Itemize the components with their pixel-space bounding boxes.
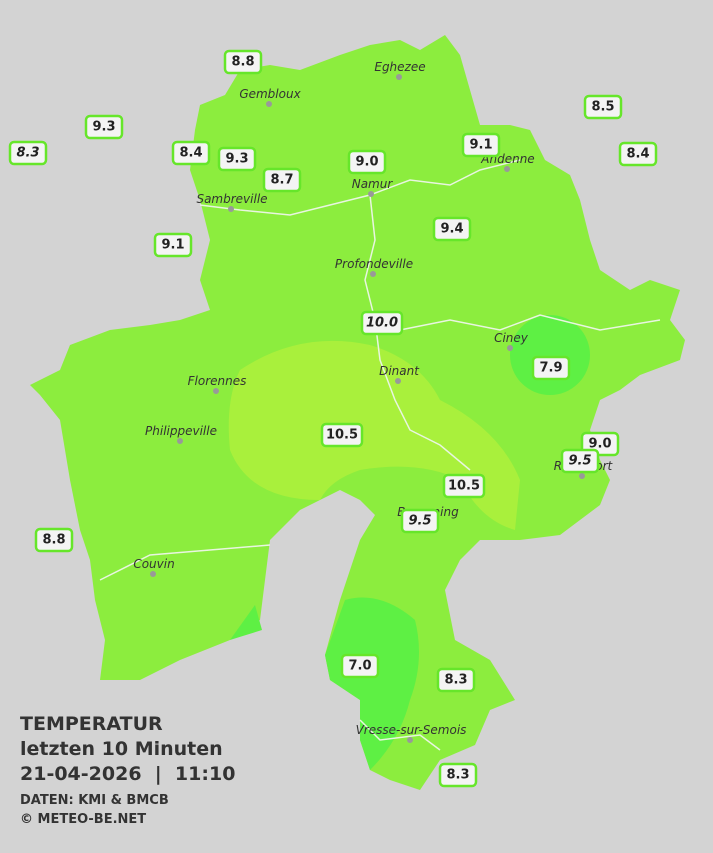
station-box: [84, 114, 124, 140]
station-box: [340, 653, 380, 679]
city-dot: [396, 74, 402, 80]
city-dot: [228, 206, 234, 212]
city-name: Namur: [352, 177, 394, 191]
city-dot: [507, 345, 513, 351]
station-box: [223, 49, 263, 75]
cool-zone: [230, 605, 262, 640]
station-value: 8.3: [444, 673, 467, 688]
station-box: [360, 310, 404, 336]
station-box: [461, 132, 501, 158]
station-box: [618, 141, 658, 167]
river: [359, 719, 441, 751]
station-box: [436, 667, 476, 693]
station-box: [217, 146, 257, 172]
city-dot: [213, 388, 219, 394]
city-name: Eghezee: [374, 60, 425, 74]
station-box: [442, 473, 486, 499]
station-value: 8.8: [42, 533, 65, 548]
station-value: 9.3: [225, 152, 248, 167]
station-value: 8.5: [591, 100, 614, 115]
city-name: Profondeville: [335, 257, 413, 271]
station-box: [262, 167, 302, 193]
stations: 8.8 9.3 8.3 8.4 9.3 8.7 9.0 9.1 8.5 8.4 9.4 9.1 10.0…: [8, 49, 658, 788]
station-box: [320, 422, 364, 448]
station-box: [560, 448, 600, 474]
station-value: 9.0: [355, 155, 378, 170]
station-box: [432, 216, 472, 242]
city-dot: [150, 571, 156, 577]
station-box: [171, 140, 211, 166]
station-box: [583, 94, 623, 120]
city-dot: [266, 101, 272, 107]
station-value: 7.0: [348, 659, 371, 674]
cool-zone: [510, 315, 590, 395]
station-value: 9.3: [92, 120, 115, 135]
station-value: 9.5: [568, 454, 591, 469]
city-name: Couvin: [133, 557, 174, 571]
station-box: [347, 149, 387, 175]
rivers: [99, 159, 661, 751]
city-dot: [370, 271, 376, 277]
city-name: Sambreville: [196, 192, 267, 206]
city-name: Vresse-sur-Semois: [356, 723, 467, 737]
city-name: Gembloux: [239, 87, 301, 101]
city-name: Philippeville: [145, 424, 217, 438]
station-box: [531, 355, 571, 381]
city-name: Dinant: [379, 364, 420, 378]
legend-datetime: 21-04-2026 | 11:10: [20, 763, 235, 785]
station-value: 10.5: [448, 479, 480, 494]
station-box: [8, 140, 48, 166]
station-value: 10.0: [366, 316, 398, 331]
station-value: 8.4: [179, 146, 202, 161]
city-dot: [368, 191, 374, 197]
station-box: [34, 527, 74, 553]
station-value: 9.5: [408, 514, 431, 529]
river: [364, 194, 471, 471]
station-value: 8.3: [16, 146, 39, 161]
river: [99, 544, 271, 581]
legend-source: DATEN: KMI & BMCB: [20, 793, 169, 808]
station-value: 9.1: [161, 238, 184, 253]
station-value: 8.7: [270, 173, 293, 188]
river: [399, 314, 661, 331]
city-name: Florennes: [188, 374, 247, 388]
city-dot: [407, 737, 413, 743]
station-box: [438, 762, 478, 788]
city-dot: [504, 166, 510, 172]
station-box: [153, 232, 193, 258]
station-value: 9.4: [440, 222, 463, 237]
city-dot: [395, 378, 401, 384]
city-dot: [579, 473, 585, 479]
station-value: 10.5: [326, 428, 358, 443]
station-value: 8.4: [626, 147, 649, 162]
station-value: 7.9: [539, 361, 562, 376]
station-value: 9.1: [469, 138, 492, 153]
legend-title: TEMPERATUR: [20, 713, 163, 735]
station-value: 9.0: [588, 437, 611, 452]
warm-zone: [228, 340, 520, 530]
city-dot: [177, 438, 183, 444]
legend-subtitle: letzten 10 Minuten: [20, 738, 223, 760]
legend-copyright: © METEO-BE.NET: [20, 812, 146, 827]
cool-zone: [325, 597, 419, 770]
cities: EghezeeGemblouxAndenneNamurSambrevillePr…: [133, 60, 614, 743]
station-box: [400, 508, 440, 534]
city-name: Ciney: [494, 331, 529, 345]
station-value: 8.8: [231, 55, 254, 70]
station-value: 8.3: [446, 768, 469, 783]
